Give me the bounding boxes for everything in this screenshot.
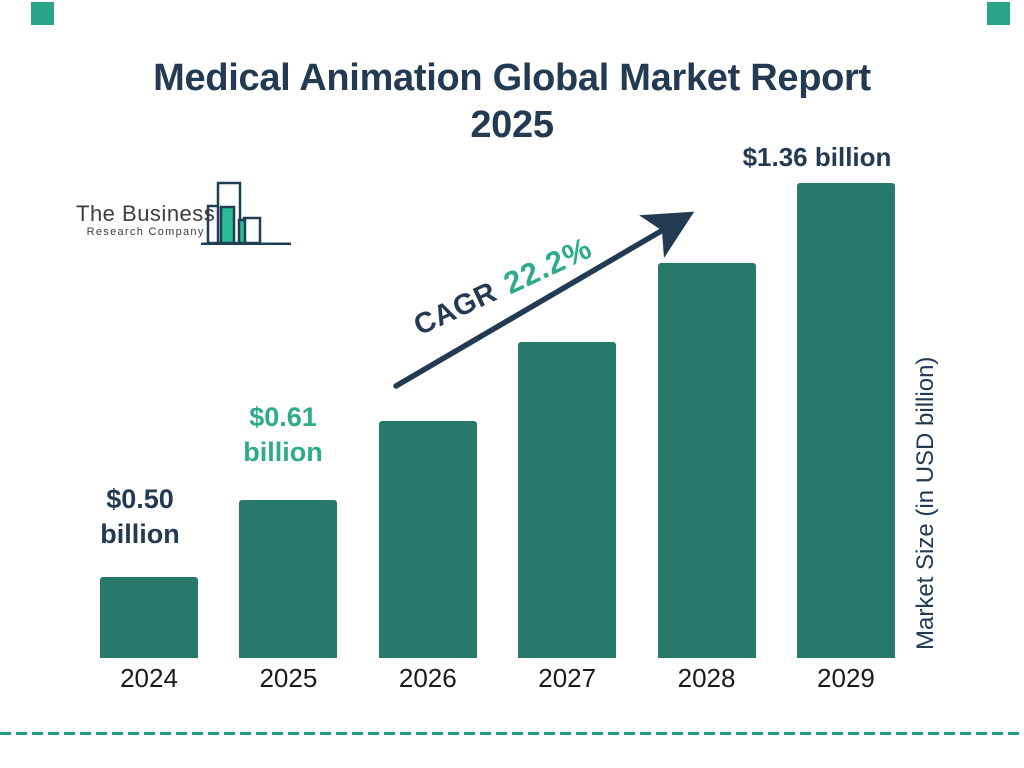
x-tick-2024: 2024 [120, 663, 178, 693]
corner-mark-left [31, 2, 54, 25]
x-tick-2027: 2027 [538, 663, 597, 693]
company-logo-text: The Business Research Company [76, 202, 215, 238]
x-tick-2028: 2028 [677, 663, 736, 693]
value-label-2024: $0.50 billion [100, 484, 180, 550]
x-tick-2026: 2026 [398, 663, 457, 693]
growth-arrow-icon [393, 211, 695, 389]
x-axis-labels: 2024 2025 2026 2027 2028 2029 [100, 663, 895, 694]
corner-mark-right [987, 2, 1010, 25]
company-subname: Research Company [86, 226, 205, 238]
page-title: Medical Animation Global Market Report 2… [0, 55, 1024, 148]
bar-2025 [239, 500, 338, 658]
bar-2027 [518, 342, 617, 658]
value-label-2025: $0.61 billion [243, 402, 323, 468]
page-title-text: Medical Animation Global Market Report 2… [153, 57, 871, 146]
y-axis-title: Market Size (in USD billion) [912, 356, 939, 650]
company-logo: The Business Research Company [76, 180, 293, 246]
bar-2024 [100, 577, 198, 658]
bottom-dashed-divider [0, 732, 1024, 735]
x-tick-2025: 2025 [259, 663, 318, 693]
company-name: The Business [76, 200, 216, 226]
bar-2029 [796, 183, 895, 658]
value-label-2029: $1.36 billion [742, 142, 892, 172]
bar-chart-logo-icon [201, 181, 292, 246]
bar-series [100, 183, 895, 658]
x-tick-2029: 2029 [817, 663, 875, 693]
bar-2026 [378, 421, 477, 658]
bar-2028 [657, 263, 756, 658]
